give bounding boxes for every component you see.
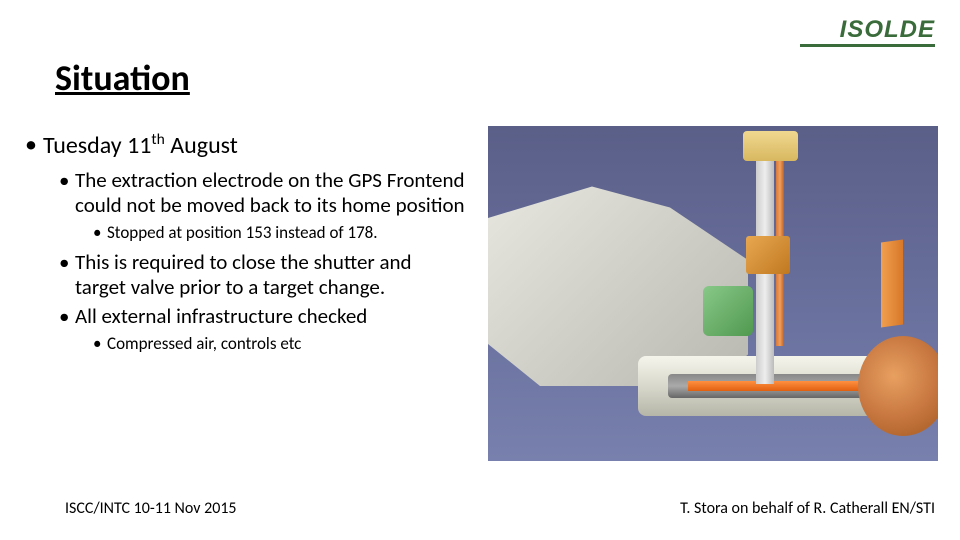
bullet-compressed-air: Compressed air, controls etc	[25, 333, 465, 354]
top-mount	[743, 131, 798, 161]
footer-author: T. Stora on behalf of R. Catherall EN/ST…	[680, 499, 935, 518]
mechanism-body	[488, 176, 748, 386]
bullet-date-suffix: August	[165, 131, 238, 160]
bullet-date-sup: th	[151, 130, 164, 149]
bullet-date: Tuesday 11th August	[25, 130, 465, 160]
side-panel	[881, 239, 903, 327]
bullet-position: Stopped at position 153 instead of 178.	[25, 222, 465, 243]
isolde-logo: ISOLDE	[800, 18, 935, 47]
cad-figure	[488, 126, 938, 461]
logo-text: ISOLDE	[840, 18, 935, 42]
bullet-electrode: The extraction electrode on the GPS Fron…	[25, 168, 465, 218]
green-component	[703, 286, 753, 336]
mid-carriage	[746, 236, 790, 274]
bullet-shutter: This is required to close the shutter an…	[25, 250, 465, 300]
bullet-infrastructure: All external infrastructure checked	[25, 304, 465, 329]
copper-flange	[858, 336, 938, 436]
bullet-date-prefix: Tuesday 11	[43, 131, 151, 160]
slide-title: Situation	[55, 56, 190, 100]
logo-underline	[800, 44, 935, 47]
bullet-content: Tuesday 11th August The extraction elect…	[25, 130, 465, 360]
footer-meeting: ISCC/INTC 10-11 Nov 2015	[65, 499, 237, 518]
